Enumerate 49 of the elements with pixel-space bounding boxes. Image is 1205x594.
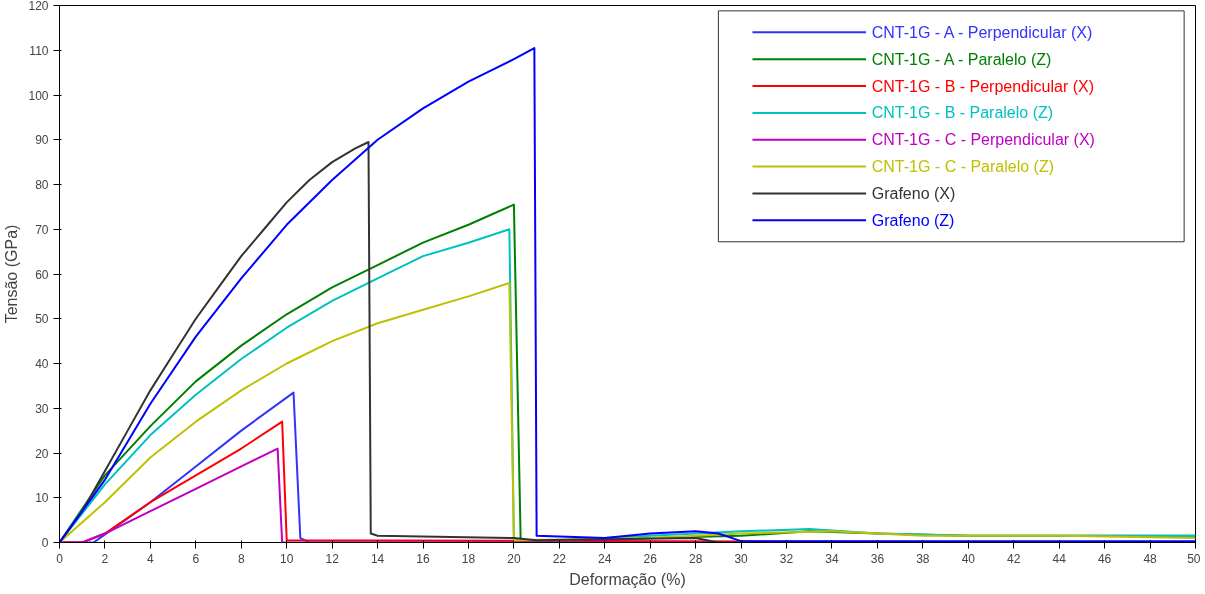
x-tick-label: 26 [643,551,658,566]
x-tick-label: 22 [552,551,567,566]
x-tick-label: 38 [916,551,930,566]
x-tick-label: 2 [101,551,109,566]
x-tick-label: 40 [961,551,976,566]
x-tick-label: 46 [1097,551,1112,566]
text: CNT-1G - A - Paralelo (Z) [871,50,1052,68]
y-tick-label: 0 [41,536,49,550]
y-axis-title: Tensão (GPa) [3,224,21,324]
x-tick-label: 18 [461,551,476,566]
text: Grafeno (X) [871,184,956,202]
x-tick-label: 20 [507,551,521,566]
x-tick-label: 12 [325,551,340,566]
y-tick-label: 90 [35,133,49,148]
x-tick-label: 48 [1143,551,1158,566]
x-axis-title: Deformação (%) [569,570,686,588]
y-tick-label: 110 [29,43,49,58]
y-tick-label: 70 [35,222,49,237]
x-tick-label: 36 [870,551,885,566]
text: CNT-1G - A - Perpendicular (X) [871,23,1093,41]
text: CNT-1G - B - Perpendicular (X) [871,77,1095,95]
x-tick-label: 32 [779,551,794,566]
text: CNT-1G - C - Perpendicular (X) [871,131,1095,149]
x-tick-label: 44 [1052,551,1067,566]
x-tick-label: 8 [237,551,245,566]
y-tick-label: 40 [35,357,49,371]
y-tick-label: 30 [35,401,49,416]
y-tick-label: 100 [28,88,49,103]
x-tick-label: 4 [147,551,155,566]
y-tick-label: 50 [35,312,49,327]
x-tick-label: 42 [1007,551,1021,566]
y-tick-label: 120 [28,0,49,13]
x-tick-label: 16 [416,551,431,566]
x-tick-label: 14 [370,551,385,566]
y-tick-label: 10 [35,491,49,506]
y-tick-label: 80 [35,178,49,192]
y-tick-label: 20 [35,446,49,461]
text: Grafeno (Z) [871,211,955,229]
x-tick-label: 6 [192,551,200,566]
text: CNT-1G - B - Paralelo (Z) [871,104,1054,122]
x-tick-label: 50 [1187,551,1201,566]
x-tick-label: 28 [688,551,703,566]
x-tick-label: 24 [598,551,612,566]
text: CNT-1G - C - Paralelo (Z) [871,158,1054,176]
y-tick-label: 60 [35,267,49,282]
x-tick-label: 0 [56,551,64,566]
x-tick-label: 10 [280,551,294,566]
x-tick-label: 30 [734,551,749,566]
x-tick-label: 34 [825,551,839,566]
